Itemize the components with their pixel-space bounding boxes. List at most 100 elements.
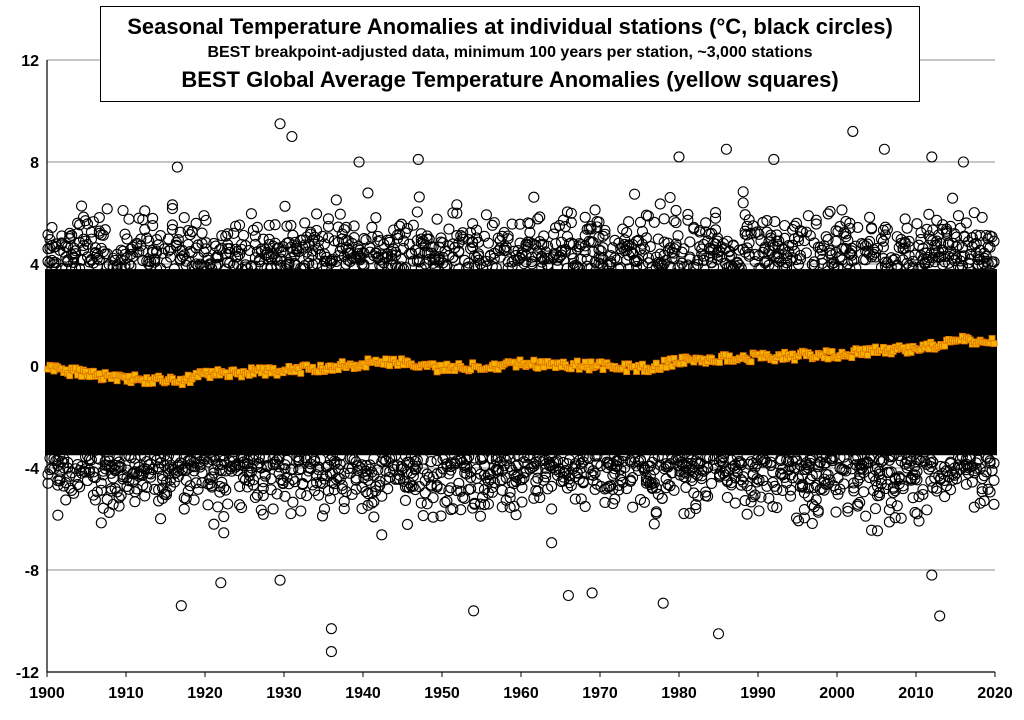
station-point [160,455,173,467]
station-extreme-point [215,577,227,589]
station-point [617,476,629,488]
station-point [909,473,921,485]
station-point [589,204,601,216]
station-point [74,481,86,493]
station-point [670,238,682,250]
station-point [76,467,88,479]
station-point [690,502,702,515]
station-point [421,230,433,242]
station-point [840,465,852,477]
station-point [569,493,581,505]
station-point [877,241,889,253]
station-point [931,485,943,497]
station-point [362,187,374,199]
station-point [711,232,724,244]
station-point [158,449,171,461]
station-point [852,475,864,487]
station-point [101,203,113,215]
station-point [792,515,805,527]
station-point [565,207,577,219]
station-point [688,487,700,499]
station-point [129,458,141,470]
station-point [393,220,406,232]
station-point [486,482,498,494]
y-tick-label: 12 [21,53,39,70]
station-point [514,251,526,264]
station-point [151,245,163,257]
station-point [767,239,779,251]
station-point [411,206,423,218]
station-point [625,474,637,486]
station-point [869,503,882,515]
station-point [234,499,246,511]
station-point [147,220,159,232]
station-point [259,470,271,482]
station-point [945,245,957,257]
global-average-points [44,332,998,389]
global-average-point [639,360,646,368]
station-point [550,456,562,468]
station-point [901,222,913,234]
station-point [72,227,84,240]
station-point [253,451,265,464]
station-point [747,220,759,232]
station-point [480,209,492,221]
station-point [887,486,899,499]
station-point [451,230,463,242]
station-point [627,501,639,513]
station-point [644,476,656,488]
station-extreme-point [353,156,365,168]
x-tick-label: 2020 [977,685,1013,702]
station-point [854,496,866,508]
station-point [546,480,558,492]
station-point [358,259,370,271]
x-tick-label: 1920 [187,685,223,702]
station-point [395,261,408,273]
station-point [680,472,692,484]
station-point [64,227,76,239]
station-point [472,482,485,494]
station-point [952,451,965,463]
station-point [275,259,287,271]
station-point [192,259,204,272]
station-point [907,492,919,504]
station-point [273,461,285,473]
station-point [64,232,76,245]
station-point [980,451,992,463]
station-point [946,192,959,204]
x-tick-label: 2010 [898,685,934,702]
station-point [844,263,856,275]
station-point [771,502,783,514]
station-extreme-point [934,610,946,622]
station-point [147,463,159,475]
station-point [415,497,427,509]
station-point [950,467,963,479]
chart-title-secondary: BEST Global Average Temperature Anomalie… [181,67,839,92]
station-point [405,247,417,259]
station-point [753,228,765,240]
station-point [986,258,998,270]
station-point [895,512,907,524]
y-tick-label: 8 [30,155,39,172]
station-point [340,241,352,253]
station-point [376,490,388,502]
station-point [212,501,224,513]
station-point [111,260,123,273]
y-tick-label: -4 [25,461,39,478]
station-point [198,210,210,222]
station-point [147,212,159,224]
station-point [664,191,676,204]
station-point [866,524,878,536]
station-point [469,452,481,464]
station-point [911,474,923,486]
station-point [287,229,299,241]
station-point [417,453,429,465]
station-point [702,490,714,502]
station-point [577,451,589,463]
station-point [757,453,769,465]
station-point [534,492,546,504]
station-point [417,510,429,522]
station-point [869,251,882,263]
station-point [852,221,864,233]
